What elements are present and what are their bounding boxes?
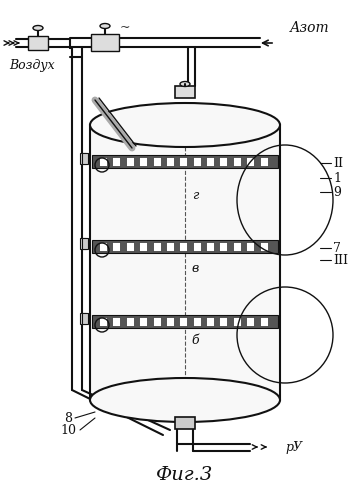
Text: 2: 2 bbox=[99, 161, 105, 170]
Bar bbox=[126, 157, 134, 166]
Text: в: в bbox=[191, 261, 199, 274]
Bar bbox=[152, 317, 160, 326]
Bar bbox=[152, 242, 160, 251]
Bar bbox=[193, 157, 201, 166]
Text: 1: 1 bbox=[333, 172, 341, 185]
Bar bbox=[80, 153, 86, 164]
Bar bbox=[193, 317, 201, 326]
Text: 9: 9 bbox=[333, 186, 341, 199]
Text: б: б bbox=[191, 333, 199, 346]
Bar bbox=[246, 317, 254, 326]
Text: 2: 2 bbox=[99, 320, 105, 329]
Bar bbox=[206, 317, 214, 326]
Bar bbox=[126, 317, 134, 326]
Bar bbox=[175, 417, 195, 429]
Bar bbox=[166, 242, 174, 251]
Text: 7: 7 bbox=[333, 242, 341, 254]
Bar bbox=[80, 238, 86, 249]
Bar bbox=[139, 157, 147, 166]
Bar bbox=[260, 242, 268, 251]
Ellipse shape bbox=[33, 25, 43, 30]
Text: Азот: Азот bbox=[290, 21, 330, 35]
Text: д: д bbox=[191, 382, 199, 395]
Bar bbox=[219, 157, 227, 166]
Bar bbox=[92, 240, 278, 253]
Text: рУ: рУ bbox=[285, 441, 302, 454]
Bar bbox=[246, 242, 254, 251]
Bar bbox=[90, 125, 280, 400]
Text: 2: 2 bbox=[99, 246, 105, 254]
Bar bbox=[219, 242, 227, 251]
Bar bbox=[219, 317, 227, 326]
Text: г: г bbox=[192, 189, 198, 202]
Bar bbox=[152, 157, 160, 166]
Bar bbox=[99, 157, 107, 166]
Bar bbox=[193, 242, 201, 251]
Bar bbox=[166, 317, 174, 326]
Bar bbox=[112, 317, 121, 326]
Bar bbox=[99, 317, 107, 326]
Bar bbox=[91, 34, 119, 51]
Bar bbox=[260, 157, 268, 166]
Bar bbox=[92, 155, 278, 168]
Bar bbox=[233, 242, 241, 251]
Bar bbox=[175, 86, 195, 98]
Text: 8: 8 bbox=[64, 412, 72, 425]
Bar bbox=[139, 317, 147, 326]
Bar bbox=[246, 157, 254, 166]
Bar bbox=[112, 242, 121, 251]
Text: II: II bbox=[333, 157, 343, 170]
Bar bbox=[179, 157, 187, 166]
Bar bbox=[179, 317, 187, 326]
Bar bbox=[112, 157, 121, 166]
Bar bbox=[233, 157, 241, 166]
Bar bbox=[80, 313, 86, 324]
Text: ~: ~ bbox=[120, 21, 130, 34]
Text: III: III bbox=[333, 253, 348, 266]
Ellipse shape bbox=[180, 81, 190, 86]
Bar bbox=[82, 313, 88, 324]
Bar bbox=[139, 242, 147, 251]
Bar bbox=[179, 242, 187, 251]
Bar bbox=[92, 315, 278, 328]
Ellipse shape bbox=[90, 378, 280, 422]
Bar bbox=[28, 36, 48, 50]
Bar bbox=[82, 238, 88, 249]
Bar bbox=[99, 242, 107, 251]
Text: Фиг.3: Фиг.3 bbox=[156, 466, 214, 484]
Text: 10: 10 bbox=[60, 424, 76, 437]
Bar bbox=[260, 317, 268, 326]
Ellipse shape bbox=[90, 103, 280, 147]
Ellipse shape bbox=[100, 23, 110, 28]
Bar bbox=[82, 153, 88, 164]
Bar bbox=[206, 242, 214, 251]
Bar bbox=[206, 157, 214, 166]
Bar bbox=[166, 157, 174, 166]
Bar bbox=[233, 317, 241, 326]
Text: Воздух: Воздух bbox=[9, 58, 55, 71]
Bar bbox=[126, 242, 134, 251]
